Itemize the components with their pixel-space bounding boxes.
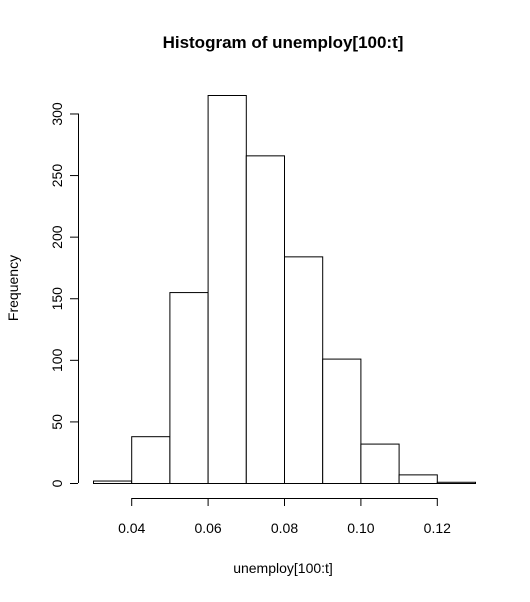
histogram-bar [245,155,286,484]
x-axis: 0.04 0.06 0.08 0.10 0.12 [118,498,451,536]
histogram-bar [322,358,362,485]
y-tick-label: 200 [49,225,65,249]
histogram-bar [93,480,133,484]
x-tick-label: 0.10 [347,520,374,536]
y-axis: 0 50 100 150 200 250 300 [49,102,79,487]
y-tick-label: 250 [49,164,65,188]
histogram-bar [436,481,476,484]
x-tick-label: 0.12 [424,520,451,536]
x-tick-label: 0.06 [194,520,221,536]
y-tick-label: 50 [49,414,65,430]
y-tick-label: 300 [49,102,65,126]
x-tick-label: 0.04 [118,520,145,536]
y-tick-label: 0 [49,479,65,487]
chart-title: Histogram of unemploy[100:t] [163,33,404,52]
y-tick-label: 100 [49,348,65,372]
x-axis-label: unemploy[100:t] [233,560,333,576]
histogram-bar [360,443,400,485]
bars-group [93,95,476,485]
x-tick-label: 0.08 [271,520,298,536]
histogram-bar [131,436,171,485]
histogram-bar [284,256,324,484]
histogram-bar [207,95,247,484]
histogram-bar [169,292,209,485]
histogram-bar [398,474,438,484]
y-tick-label: 150 [49,287,65,311]
y-axis-label: Frequency [5,255,21,321]
